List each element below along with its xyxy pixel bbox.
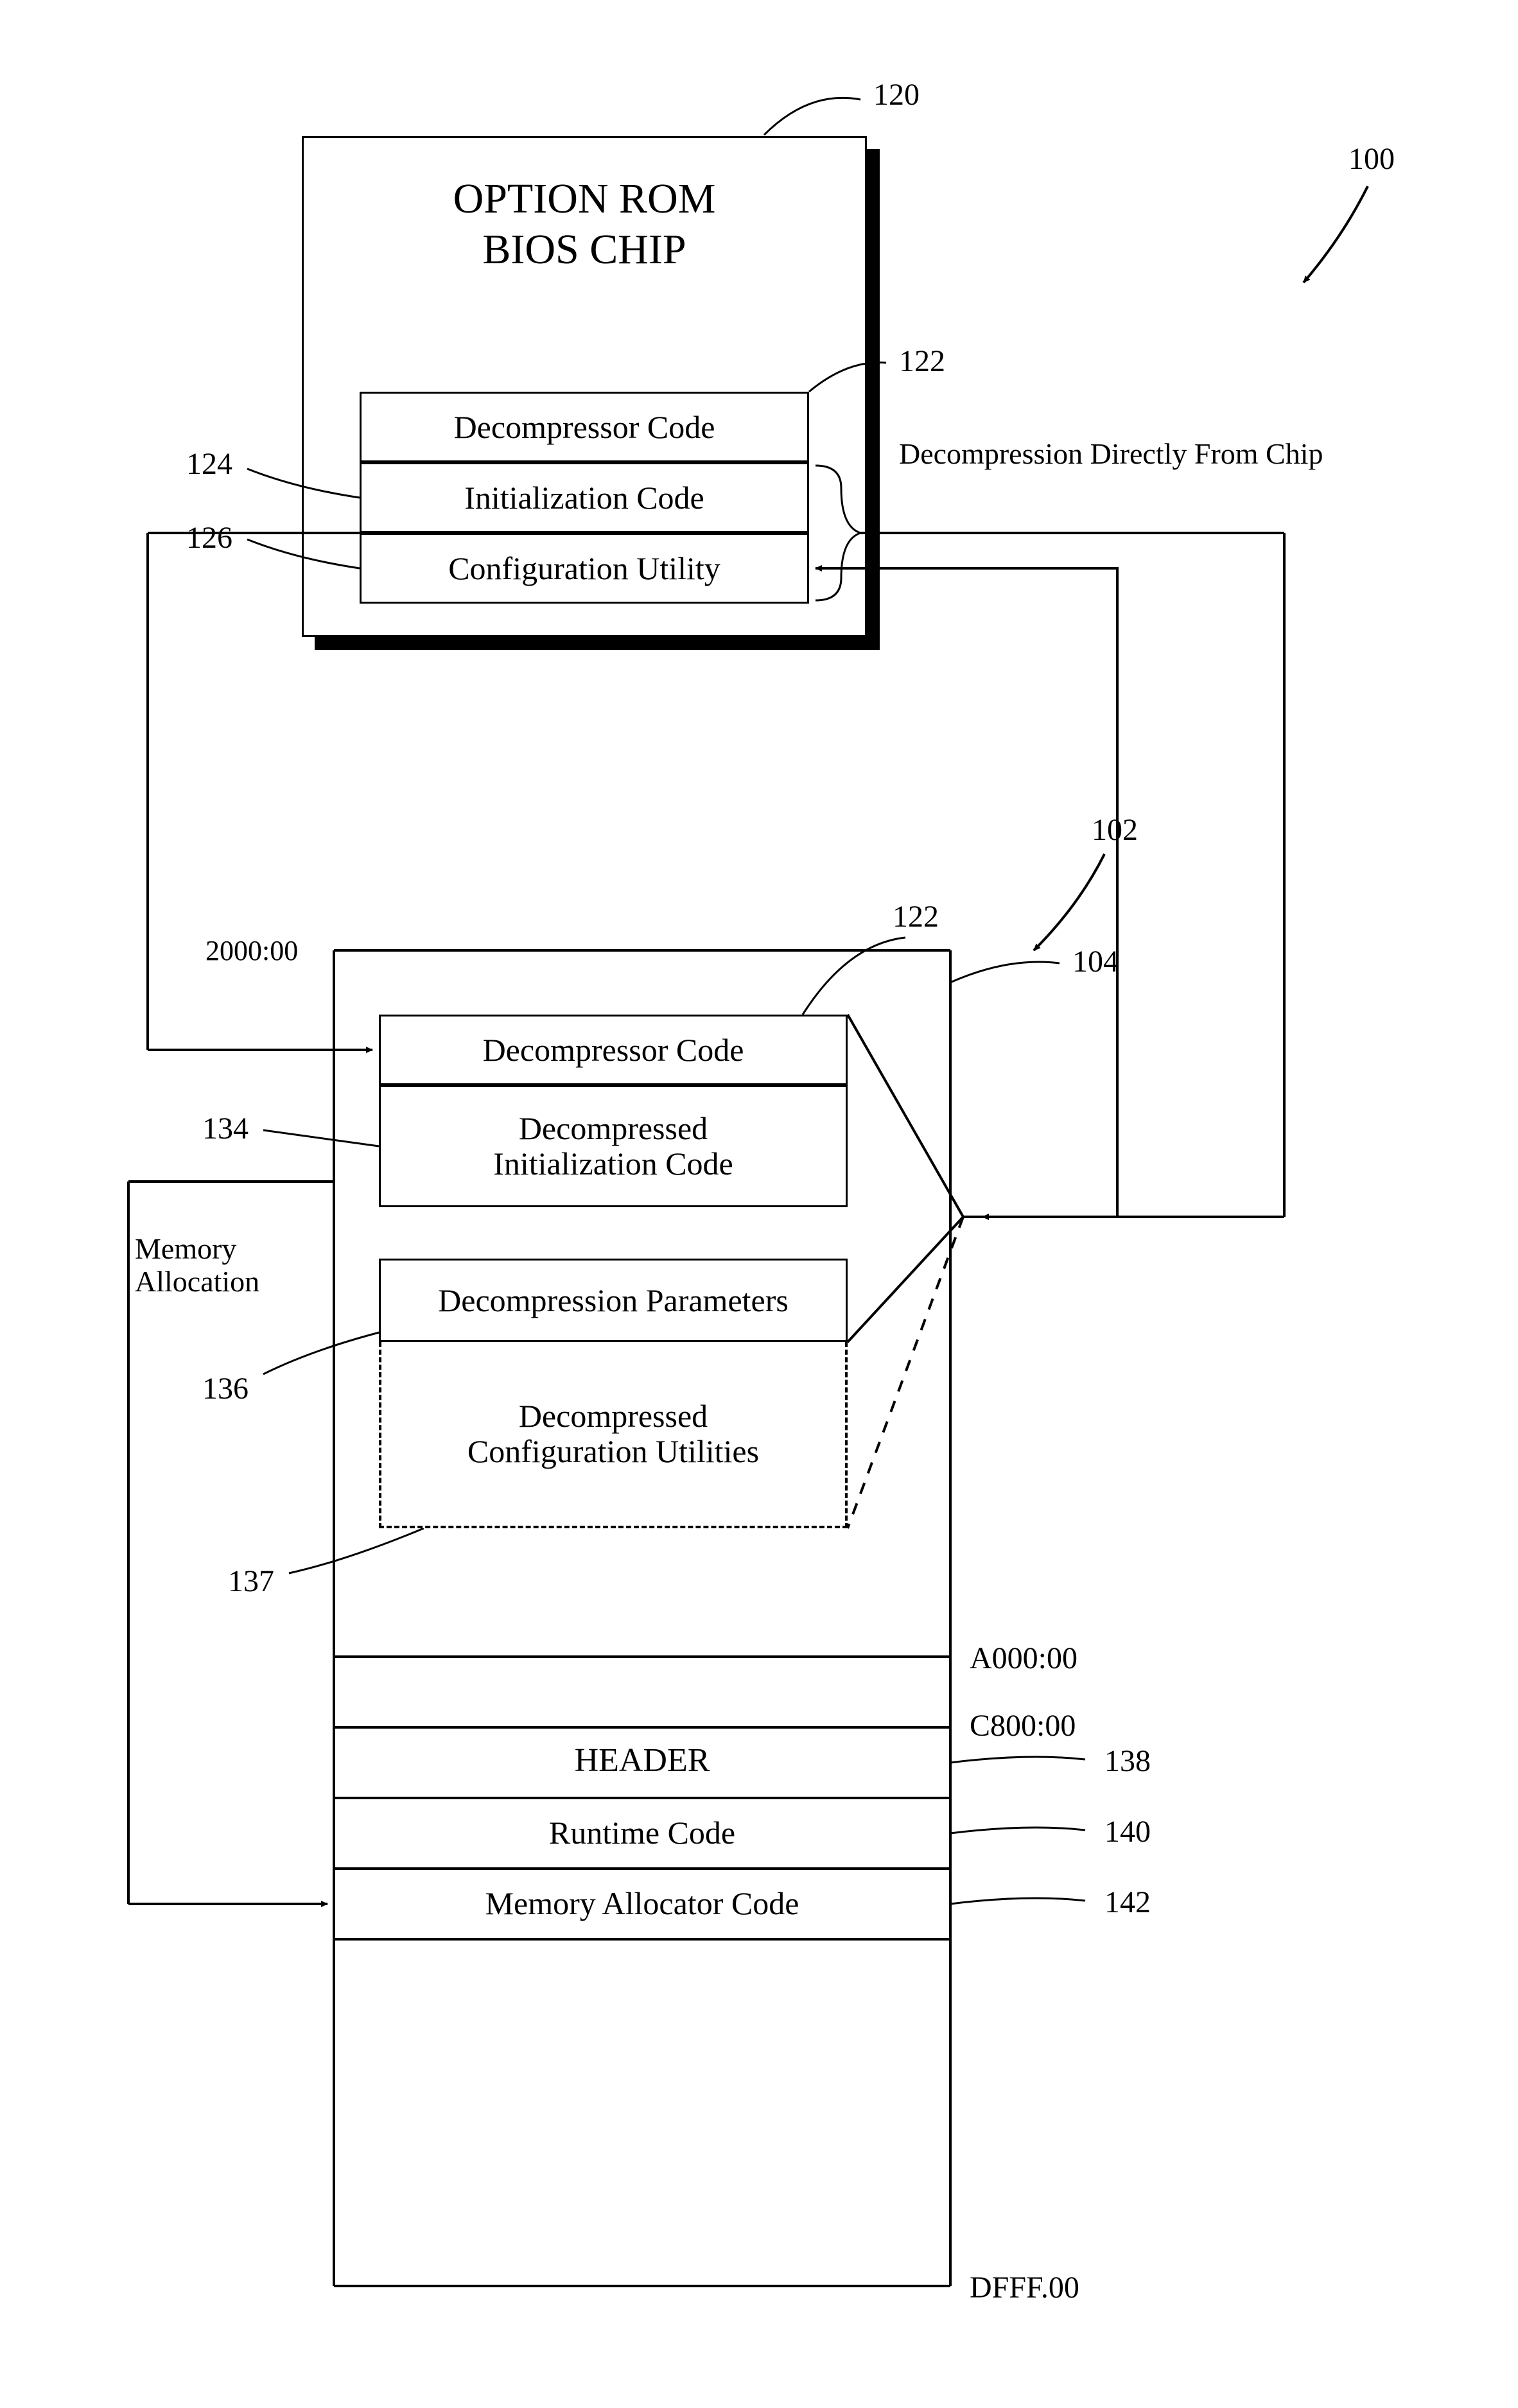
- mem-row4-l1: Decompressed: [519, 1399, 708, 1434]
- ref-122-top: 122: [899, 344, 945, 379]
- chip-title-line2: BIOS CHIP: [482, 226, 686, 273]
- memalloc-l2: Allocation: [135, 1265, 259, 1298]
- chip-row-config: Configuration Utility: [360, 533, 809, 604]
- mem-row-config-util: Decompressed Configuration Utilities: [379, 1342, 848, 1528]
- decomp-direct-label: Decompression Directly From Chip: [899, 437, 1323, 471]
- figure-canvas: OPTION ROM BIOS CHIP Decompressor Code I…: [26, 26, 1518, 2382]
- ref-120: 120: [873, 77, 920, 112]
- addr-2000: 2000:00: [205, 934, 298, 967]
- addr-A000: A000:00: [970, 1641, 1077, 1676]
- chip-row-decompressor: Decompressor Code: [360, 392, 809, 462]
- alloc-row-text: Memory Allocator Code: [334, 1885, 950, 1922]
- mem-row2-l2: Initialization Code: [493, 1146, 733, 1182]
- ref-102: 102: [1092, 812, 1138, 848]
- mem-row1-text: Decompressor Code: [483, 1031, 744, 1069]
- memalloc-l1: Memory: [135, 1232, 236, 1265]
- ref-124: 124: [186, 446, 232, 482]
- addr-C800: C800:00: [970, 1708, 1076, 1743]
- chip-title: OPTION ROM BIOS CHIP: [302, 173, 867, 275]
- runtime-row-text: Runtime Code: [334, 1814, 950, 1851]
- ref-138: 138: [1104, 1743, 1151, 1779]
- chip-row1-text: Decompressor Code: [454, 408, 715, 446]
- ref-126: 126: [186, 520, 232, 555]
- mem-row-decompressor: Decompressor Code: [379, 1015, 848, 1085]
- mem-row-params: Decompression Parameters: [379, 1259, 848, 1342]
- chip-row2-text: Initialization Code: [464, 479, 704, 516]
- ref-100: 100: [1348, 141, 1395, 177]
- chip-title-line1: OPTION ROM: [453, 175, 716, 222]
- ref-136: 136: [202, 1371, 249, 1406]
- addr-DFFF: DFFF.00: [970, 2270, 1079, 2305]
- ref-104: 104: [1072, 944, 1119, 979]
- header-row-text: HEADER: [334, 1741, 950, 1779]
- mem-row4-l2: Configuration Utilities: [467, 1434, 759, 1469]
- ref-137: 137: [228, 1564, 274, 1599]
- memalloc-label: Memory Allocation: [135, 1233, 283, 1298]
- chip-row3-text: Configuration Utility: [448, 550, 720, 587]
- mem-row-init: Decompressed Initialization Code: [379, 1085, 848, 1207]
- ref-122-bot: 122: [893, 899, 939, 934]
- mem-row3-text: Decompression Parameters: [438, 1282, 789, 1319]
- chip-row-init: Initialization Code: [360, 462, 809, 533]
- ref-142: 142: [1104, 1885, 1151, 1920]
- mem-row2-l1: Decompressed: [519, 1111, 708, 1146]
- ref-140: 140: [1104, 1814, 1151, 1849]
- ref-134: 134: [202, 1111, 249, 1146]
